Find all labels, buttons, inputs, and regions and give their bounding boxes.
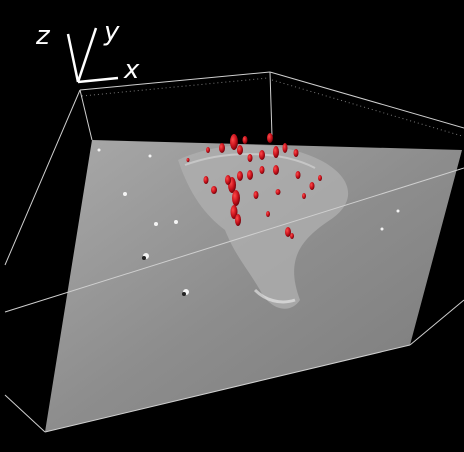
- page: z y x (() => { const data = JSON.parse(d…: [0, 0, 464, 452]
- axis-label-y: y: [103, 17, 120, 47]
- render-view: z y x: [0, 0, 464, 452]
- axis-label-x: x: [123, 55, 140, 85]
- axis-label-z: z: [35, 21, 51, 51]
